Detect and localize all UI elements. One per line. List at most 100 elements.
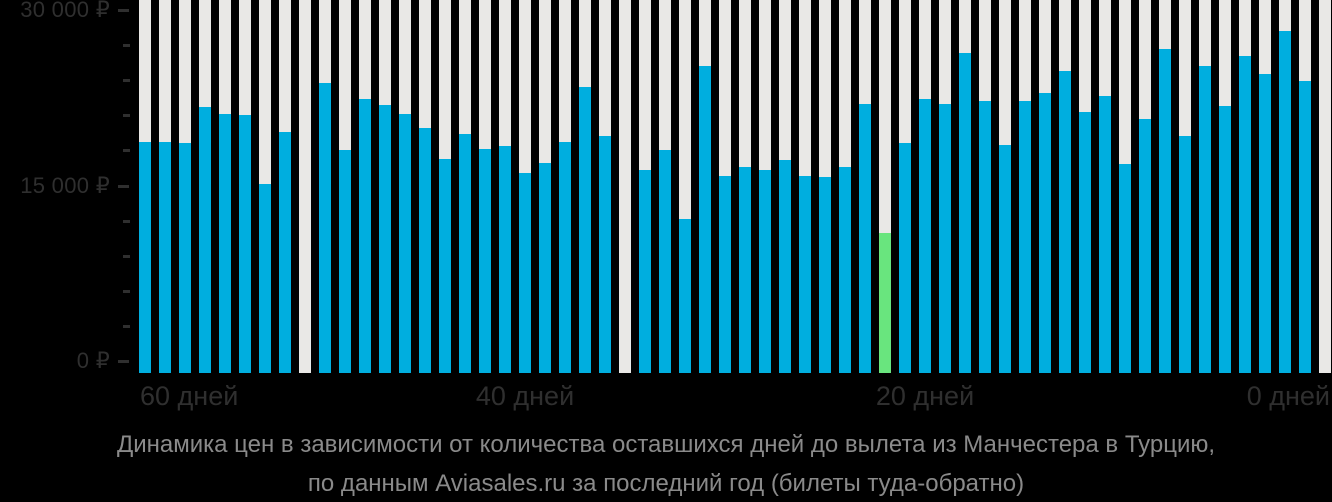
bar-column[interactable] <box>419 0 431 373</box>
bar-column[interactable] <box>239 0 251 373</box>
bar-column[interactable] <box>1059 0 1071 373</box>
bar-column[interactable] <box>1219 0 1231 373</box>
bar-column[interactable] <box>799 0 811 373</box>
bar-column[interactable] <box>919 0 931 373</box>
bar-column[interactable] <box>459 0 471 373</box>
price-bar <box>639 170 651 373</box>
bar-column[interactable] <box>379 0 391 373</box>
bar-column[interactable] <box>959 0 971 373</box>
price-bar-highlight <box>879 233 891 373</box>
price-bar <box>519 173 531 373</box>
bar-column[interactable] <box>1099 0 1111 373</box>
price-bar <box>439 159 451 373</box>
bar-column[interactable] <box>1239 0 1251 373</box>
price-bar <box>779 160 791 373</box>
y-tick-minor <box>123 79 130 82</box>
bar-column[interactable] <box>779 0 791 373</box>
price-bar <box>819 177 831 373</box>
bar-column[interactable] <box>519 0 531 373</box>
bar-column[interactable] <box>219 0 231 373</box>
bar-column[interactable] <box>399 0 411 373</box>
bar-column[interactable] <box>1139 0 1151 373</box>
bar-column[interactable] <box>359 0 371 373</box>
bar-column[interactable] <box>879 0 891 373</box>
bar-column[interactable] <box>1019 0 1031 373</box>
bar-column[interactable] <box>1259 0 1271 373</box>
bar-column[interactable] <box>979 0 991 373</box>
bar-column[interactable] <box>759 0 771 373</box>
y-axis-label: 30 000 ₽ <box>20 0 110 22</box>
price-bar <box>1099 96 1111 373</box>
bar-column[interactable] <box>139 0 151 373</box>
y-tick-minor <box>123 290 130 293</box>
x-axis-label: 0 дней <box>1246 381 1330 411</box>
price-bar <box>1199 66 1211 373</box>
bar-column[interactable] <box>179 0 191 373</box>
bar-column[interactable] <box>339 0 351 373</box>
price-bar <box>499 146 511 373</box>
price-bar <box>679 219 691 373</box>
price-bar <box>559 142 571 373</box>
bar-column[interactable] <box>539 0 551 373</box>
bar-column[interactable] <box>1299 0 1311 373</box>
bar-column[interactable] <box>999 0 1011 373</box>
price-bar <box>1159 49 1171 373</box>
bar-column[interactable] <box>159 0 171 373</box>
price-bar <box>1139 119 1151 373</box>
price-bar <box>579 87 591 373</box>
bar-column[interactable] <box>199 0 211 373</box>
bar-column[interactable] <box>719 0 731 373</box>
price-bar <box>1179 136 1191 373</box>
x-axis-label: 20 дней <box>875 381 975 411</box>
bar-column[interactable] <box>939 0 951 373</box>
price-bar <box>719 176 731 373</box>
price-bar <box>999 145 1011 373</box>
price-bar <box>179 143 191 373</box>
bar-column[interactable] <box>1039 0 1051 373</box>
bar-column[interactable] <box>659 0 671 373</box>
bar-column[interactable] <box>859 0 871 373</box>
bar-column[interactable] <box>1199 0 1211 373</box>
bar-column[interactable] <box>699 0 711 373</box>
price-bar <box>759 170 771 373</box>
bar-column[interactable] <box>1119 0 1131 373</box>
bar-column[interactable] <box>439 0 451 373</box>
bar-column[interactable] <box>559 0 571 373</box>
bar-column[interactable] <box>499 0 511 373</box>
price-bar <box>239 115 251 373</box>
bar-column[interactable] <box>739 0 751 373</box>
bar-column[interactable] <box>299 0 311 373</box>
bar-column[interactable] <box>1159 0 1171 373</box>
bar-column[interactable] <box>479 0 491 373</box>
price-bar <box>699 66 711 373</box>
bar-column[interactable] <box>639 0 651 373</box>
bar-column[interactable] <box>679 0 691 373</box>
price-bar <box>419 128 431 373</box>
x-axis-label: 60 дней <box>140 381 239 411</box>
bar-column[interactable] <box>839 0 851 373</box>
bar-column[interactable] <box>319 0 331 373</box>
bar-column[interactable] <box>279 0 291 373</box>
bar-column[interactable] <box>1179 0 1191 373</box>
bar-column[interactable] <box>1079 0 1091 373</box>
price-bar <box>139 142 151 373</box>
price-bar <box>1239 56 1251 373</box>
price-bar <box>1079 112 1091 373</box>
bar-column[interactable] <box>259 0 271 373</box>
price-bar <box>1039 93 1051 373</box>
price-bar <box>979 101 991 373</box>
price-bar <box>1259 74 1271 373</box>
bar-column[interactable] <box>1279 0 1291 373</box>
bar-column[interactable] <box>819 0 831 373</box>
price-bar <box>939 104 951 373</box>
bar-column[interactable] <box>1319 0 1331 373</box>
price-bar <box>919 99 931 373</box>
bar-column[interactable] <box>899 0 911 373</box>
price-bar <box>599 136 611 373</box>
bar-column[interactable] <box>619 0 631 373</box>
bar-column[interactable] <box>599 0 611 373</box>
y-tick-minor <box>123 220 130 223</box>
price-bar <box>899 143 911 373</box>
bar-column[interactable] <box>579 0 591 373</box>
